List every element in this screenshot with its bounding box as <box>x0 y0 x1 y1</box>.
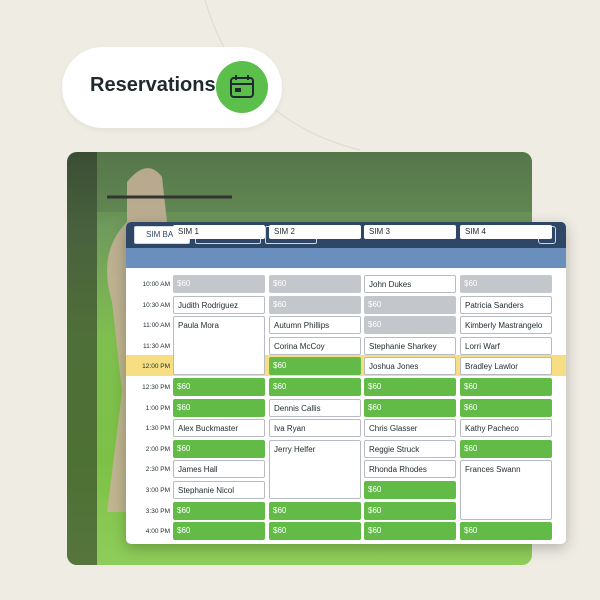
time-label: 10:00 AM <box>142 281 170 288</box>
time-label: 12:30 PM <box>142 384 170 391</box>
booking[interactable]: Chris Glasser <box>364 419 456 438</box>
booking[interactable]: Alex Buckmaster <box>173 419 265 438</box>
open-slot[interactable]: $60 <box>269 295 361 314</box>
column-name: SIM 4 <box>460 225 552 239</box>
booking[interactable]: Paula Mora <box>173 316 265 376</box>
booking[interactable]: Patricia Sanders <box>460 295 552 314</box>
open-slot[interactable]: $60 <box>364 378 456 396</box>
booking[interactable]: Autumn Phillips <box>269 316 361 335</box>
column-header-bar <box>126 248 566 268</box>
booking[interactable]: Kathy Pacheco <box>460 419 552 438</box>
time-label: 3:30 PM <box>145 507 170 515</box>
column-name: SIM 2 <box>269 225 361 239</box>
open-slot[interactable]: $60 <box>269 357 361 376</box>
column-name: SIM 3 <box>364 225 456 239</box>
booking[interactable]: Bradley Lawlor <box>460 357 552 376</box>
booking[interactable]: Lorri Warf <box>460 336 552 355</box>
calendar-glyph <box>230 75 254 98</box>
scheduler: ... SIM BAYACTIVITIESEVENTS10:00 AM10:30… <box>126 222 566 544</box>
open-slot[interactable]: $60 <box>364 398 456 417</box>
booking[interactable]: James Hall <box>173 460 265 479</box>
open-slot[interactable]: $60 <box>460 439 552 458</box>
booking[interactable]: Judith Rodriguez <box>173 295 265 314</box>
open-slot[interactable]: $60 <box>269 501 361 520</box>
open-slot[interactable]: $60 <box>364 316 456 335</box>
booking[interactable]: John Dukes <box>364 275 456 293</box>
open-slot[interactable]: $60 <box>364 295 456 314</box>
booking[interactable]: Stephanie Nicol <box>173 481 265 499</box>
booking[interactable]: Dennis Callis <box>269 398 361 417</box>
open-slot[interactable]: $60 <box>173 501 265 520</box>
open-slot[interactable]: $60 <box>269 275 361 293</box>
time-label: 2:30 PM <box>145 466 170 474</box>
open-slot[interactable]: $60 <box>364 522 456 541</box>
column-name: SIM 1 <box>173 225 265 239</box>
open-slot[interactable]: $60 <box>269 378 361 396</box>
time-label: 12:00 PM <box>142 363 170 371</box>
booking[interactable]: Stephanie Sharkey <box>364 336 456 355</box>
booking[interactable]: Corina McCoy <box>269 336 361 355</box>
open-slot[interactable]: $60 <box>364 501 456 520</box>
open-slot[interactable]: $60 <box>460 275 552 293</box>
booking[interactable]: Joshua Jones <box>364 357 456 376</box>
time-label: 4:00 PM <box>145 528 170 536</box>
open-slot[interactable]: $60 <box>460 522 552 541</box>
time-label: 10:30 AM <box>142 301 170 309</box>
open-slot[interactable]: $60 <box>173 439 265 458</box>
booking[interactable]: Jerry Helfer <box>269 439 361 499</box>
booking[interactable]: Iva Ryan <box>269 419 361 438</box>
open-slot[interactable]: $60 <box>173 398 265 417</box>
time-label: 11:00 AM <box>143 322 170 330</box>
open-slot[interactable]: $60 <box>173 275 265 293</box>
booking[interactable]: Frances Swann <box>460 460 552 520</box>
open-slot[interactable]: $60 <box>460 398 552 417</box>
calendar-icon <box>216 61 268 113</box>
open-slot[interactable]: $60 <box>173 378 265 396</box>
open-slot[interactable]: $60 <box>460 378 552 396</box>
open-slot[interactable]: $60 <box>173 522 265 541</box>
booking[interactable]: Rhonda Rhodes <box>364 460 456 479</box>
time-label: 11:30 AM <box>143 342 170 350</box>
booking[interactable]: Reggie Struck <box>364 439 456 458</box>
badge-title: Reservations <box>90 74 216 96</box>
time-label: 1:00 PM <box>145 404 170 412</box>
time-label: 2:00 PM <box>145 445 170 453</box>
open-slot[interactable]: $60 <box>269 522 361 541</box>
time-label: 1:30 PM <box>145 425 170 433</box>
booking[interactable]: Kimberly Mastrangelo <box>460 316 552 335</box>
time-label: 3:00 PM <box>145 487 170 494</box>
open-slot[interactable]: $60 <box>364 481 456 499</box>
